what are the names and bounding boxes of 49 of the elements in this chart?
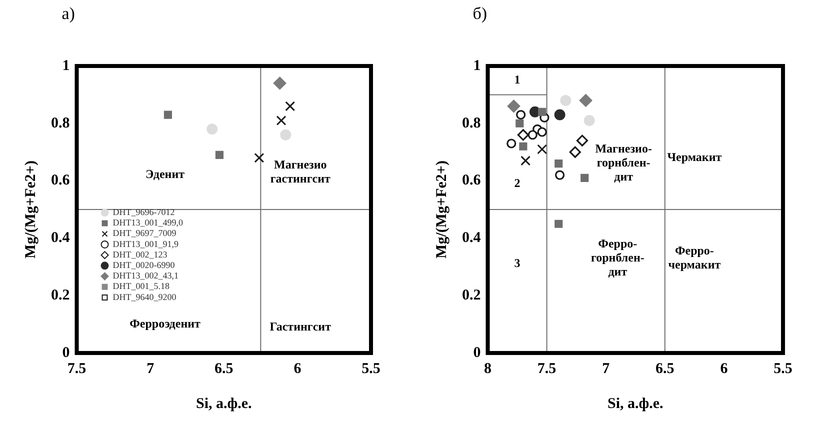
annotation: Магнезио- горнблен- дит <box>595 142 652 184</box>
annotation: Магнезио гастингсит <box>270 157 331 186</box>
x-axis-title: Si, а.ф.е. <box>607 396 664 412</box>
y-tick-label: 0 <box>62 344 70 361</box>
annotation: Эденит <box>146 167 185 182</box>
y-tick-label: 0.4 <box>462 230 482 246</box>
x-tick-label: 7 <box>146 360 155 377</box>
annotation: Ферро- чермакит <box>668 243 721 272</box>
x-axis-title: Si, а.ф.е. <box>196 396 252 412</box>
y-axis-title: Mg/(Mg+Fe2+) <box>22 160 39 258</box>
x-tick-label: 6.5 <box>656 360 674 377</box>
x-tick-label: 8 <box>484 360 492 377</box>
legend-label: DHT_9697_7009 <box>112 228 177 238</box>
y-tick-label: 0.8 <box>462 115 481 132</box>
annotation: Чермакит <box>667 150 722 164</box>
legend-label: DHT13_002_43,1 <box>112 270 178 281</box>
annotation: Гастингсит <box>270 319 332 334</box>
legend-label: DHT_0020-6990 <box>112 260 176 270</box>
y-tick-label: 1 <box>473 58 481 74</box>
x-tick-label: 6 <box>720 360 728 377</box>
x-tick-label: 5.5 <box>774 360 792 377</box>
y-tick-label: 0.6 <box>462 172 482 189</box>
x-tick-label: 6 <box>294 360 302 377</box>
x-tick-label: 7 <box>602 360 610 377</box>
annotation: 2 <box>514 176 520 190</box>
y-tick-label: 1 <box>62 58 70 74</box>
y-axis-title: Mg/(Mg+Fe2+) <box>434 160 450 258</box>
legend-label: DHT_9640_9200 <box>112 292 177 302</box>
legend-label: DHT_9696-7012 <box>112 207 175 218</box>
x-tick-label: 5.5 <box>362 360 380 377</box>
legend-label: DHT13_001_91,9 <box>112 238 179 249</box>
legend-label: DHT_002_123 <box>112 249 168 260</box>
x-tick-label: 6.5 <box>214 360 234 377</box>
y-tick-label: 0 <box>473 344 481 361</box>
x-tick-label: 7.5 <box>537 360 556 377</box>
chart-title: а) <box>62 4 75 23</box>
x-tick-label: 7.5 <box>67 360 86 377</box>
y-tick-label: 0.2 <box>462 287 481 304</box>
legend-label: DHT13_001_499,0 <box>112 218 184 228</box>
legend-label: DHT_001_5.18 <box>112 281 170 292</box>
annotation: 3 <box>514 256 520 270</box>
y-tick-label: 0.4 <box>51 230 70 246</box>
annotation: Ферроэденит <box>130 316 201 330</box>
annotation: Ферро- горнблен- дит <box>590 236 644 278</box>
chart-title: б) <box>472 4 488 23</box>
annotation: 1 <box>514 72 520 86</box>
y-tick-label: 0.2 <box>51 287 70 304</box>
y-tick-label: 0.8 <box>51 115 70 132</box>
y-tick-label: 0.6 <box>51 172 70 189</box>
